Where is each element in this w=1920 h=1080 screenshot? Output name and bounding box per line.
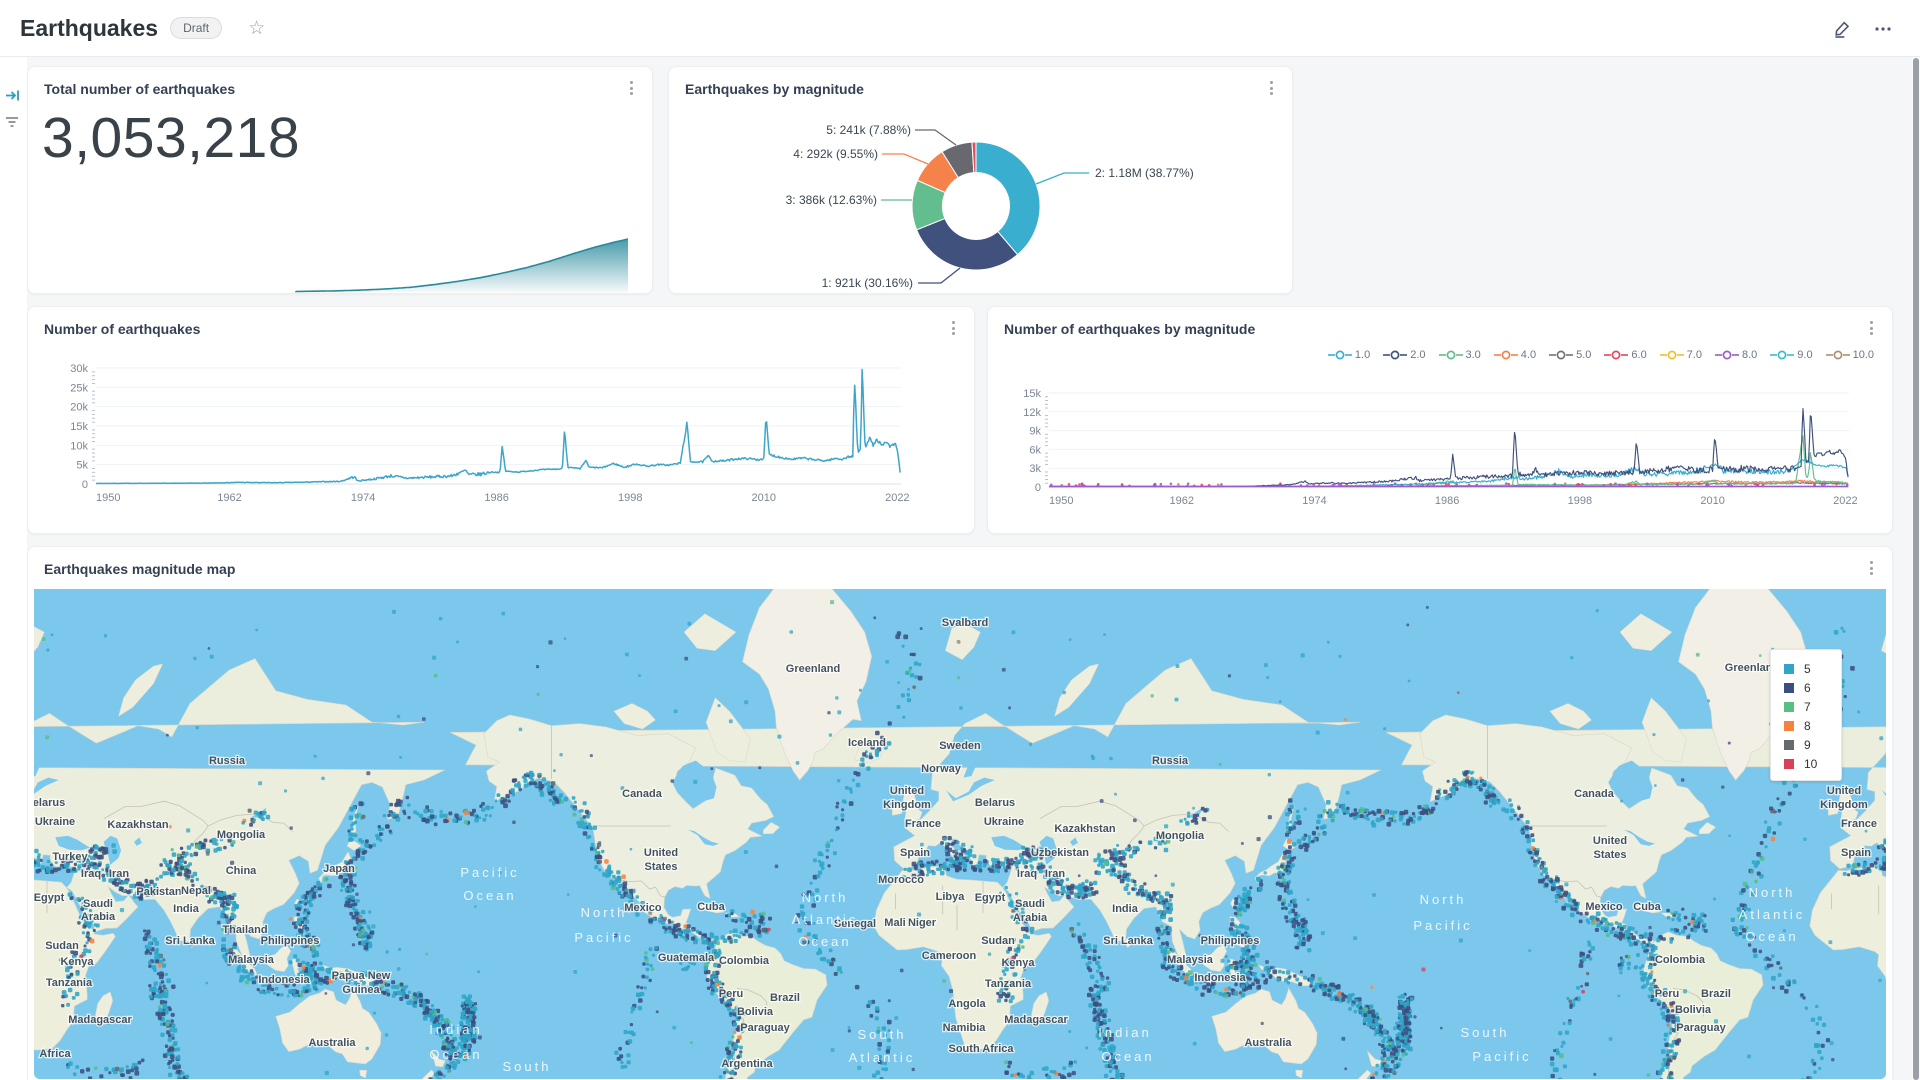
collapse-sidebar-icon[interactable] <box>5 88 20 108</box>
legend-item-9.0[interactable]: 9.0 <box>1770 349 1813 361</box>
card-title: Earthquakes by magnitude <box>685 81 864 97</box>
more-options-ellipsis-icon[interactable] <box>1874 20 1892 38</box>
map-legend-item-8: 8 <box>1784 716 1841 735</box>
dashboard-header: Earthquakes Draft ☆ <box>0 0 1920 57</box>
svg-text:25k: 25k <box>70 382 88 394</box>
svg-text:1974: 1974 <box>351 492 375 504</box>
legend-item-1.0[interactable]: 1.0 <box>1327 349 1370 361</box>
map-canvas[interactable]: RussiaBelarusUkraineKazakhstanMongoliaTu… <box>34 589 1886 1079</box>
series-legend: 1.0 2.0 3.0 4.0 5.0 6.0 7.0 8.0 9.0 10.0 <box>1327 349 1874 361</box>
card-by-magnitude: Earthquakes by magnitude 2: 1.18M (38.77… <box>668 66 1293 294</box>
filter-icon[interactable] <box>5 115 19 133</box>
svg-text:9k: 9k <box>1029 426 1041 438</box>
card-total-number: Total number of earthquakes 3,053,218 <box>27 66 653 294</box>
card-menu-icon[interactable] <box>624 79 638 97</box>
svg-text:10k: 10k <box>70 440 88 452</box>
legend-item-10.0[interactable]: 10.0 <box>1825 349 1874 361</box>
card-title: Number of earthquakes <box>44 321 201 337</box>
scrollbar-thumb[interactable] <box>1913 58 1919 1080</box>
map-legend-item-7: 7 <box>1784 697 1841 716</box>
card-menu-icon[interactable] <box>1264 79 1278 97</box>
svg-text:1998: 1998 <box>618 492 642 504</box>
legend-item-3.0[interactable]: 3.0 <box>1438 349 1481 361</box>
page-scrollbar[interactable] <box>1912 57 1920 1080</box>
svg-text:2010: 2010 <box>1700 495 1724 507</box>
svg-text:1986: 1986 <box>484 492 508 504</box>
world-map[interactable]: RussiaBelarusUkraineKazakhstanMongoliaTu… <box>34 589 1886 1079</box>
page-title: Earthquakes <box>20 14 159 41</box>
svg-text:2022: 2022 <box>1833 495 1857 507</box>
svg-text:4: 292k (9.55%): 4: 292k (9.55%) <box>793 147 878 161</box>
earthquake-count-line-chart[interactable]: 0 5k 10k 15k 20k 25k 30k 1950 1962 1974 1986 1998 20… <box>28 307 976 535</box>
svg-text:1950: 1950 <box>96 492 120 504</box>
svg-text:15k: 15k <box>70 421 88 433</box>
magnitude-donut-chart[interactable]: 2: 1.18M (38.77%) 1: 921k (30.16%) 3: 386k… <box>669 67 1294 295</box>
svg-text:1974: 1974 <box>1302 495 1326 507</box>
svg-text:1962: 1962 <box>217 492 241 504</box>
card-menu-icon[interactable] <box>1864 319 1878 337</box>
legend-item-4.0[interactable]: 4.0 <box>1493 349 1536 361</box>
legend-item-7.0[interactable]: 7.0 <box>1659 349 1702 361</box>
svg-text:1986: 1986 <box>1435 495 1459 507</box>
legend-item-6.0[interactable]: 6.0 <box>1604 349 1647 361</box>
svg-text:2022: 2022 <box>885 492 909 504</box>
map-legend-item-6: 6 <box>1784 678 1841 697</box>
svg-text:6k: 6k <box>1029 444 1041 456</box>
card-title: Earthquakes magnitude map <box>44 561 236 577</box>
svg-text:30k: 30k <box>70 363 88 375</box>
edit-pencil-icon[interactable] <box>1832 19 1852 39</box>
map-legend-item-10: 10 <box>1784 754 1841 773</box>
card-title: Number of earthquakes by magnitude <box>1004 321 1256 337</box>
svg-text:0: 0 <box>82 479 88 491</box>
total-earthquakes-value: 3,053,218 <box>42 106 301 170</box>
card-count-by-magnitude: Number of earthquakes by magnitude 1.0 2.… <box>987 306 1893 534</box>
svg-text:15k: 15k <box>1023 388 1041 400</box>
svg-text:20k: 20k <box>70 402 88 414</box>
svg-text:3k: 3k <box>1029 463 1041 475</box>
svg-text:1: 921k (30.16%): 1: 921k (30.16%) <box>822 276 913 290</box>
trend-sparkline <box>295 238 629 293</box>
magnitude-series-line-chart[interactable]: 0 3k 6k 9k 12k 15k 1950 1962 1974 1986 1998 2010 202… <box>988 307 1894 535</box>
map-legend-item-5: 5 <box>1784 659 1841 678</box>
legend-item-2.0[interactable]: 2.0 <box>1383 349 1426 361</box>
svg-text:2010: 2010 <box>752 492 776 504</box>
card-title: Total number of earthquakes <box>44 81 236 97</box>
legend-item-5.0[interactable]: 5.0 <box>1549 349 1591 361</box>
bookmark-star-icon[interactable]: ☆ <box>248 17 266 39</box>
map-legend: 5 6 7 8 9 10 <box>1770 649 1842 781</box>
card-number-of-earthquakes: Number of earthquakes 0 5k 10k 15k 20k 25k 30k… <box>27 306 975 534</box>
map-legend-item-9: 9 <box>1784 735 1841 754</box>
svg-text:5k: 5k <box>76 460 88 472</box>
svg-text:5: 241k (7.88%): 5: 241k (7.88%) <box>826 123 911 137</box>
svg-text:12k: 12k <box>1023 407 1041 419</box>
svg-text:3: 386k (12.63%): 3: 386k (12.63%) <box>786 193 877 207</box>
card-magnitude-map: Earthquakes magnitude map RussiaBelarusU… <box>27 546 1893 1080</box>
svg-text:1950: 1950 <box>1049 495 1073 507</box>
left-rail <box>0 57 27 1080</box>
status-badge: Draft <box>170 17 223 39</box>
svg-text:0: 0 <box>1035 482 1041 494</box>
svg-text:1998: 1998 <box>1568 495 1592 507</box>
card-menu-icon[interactable] <box>946 319 960 337</box>
svg-text:1962: 1962 <box>1169 495 1193 507</box>
card-menu-icon[interactable] <box>1864 559 1878 577</box>
svg-text:2: 1.18M (38.77%): 2: 1.18M (38.77%) <box>1095 166 1194 180</box>
legend-item-8.0[interactable]: 8.0 <box>1714 349 1757 361</box>
